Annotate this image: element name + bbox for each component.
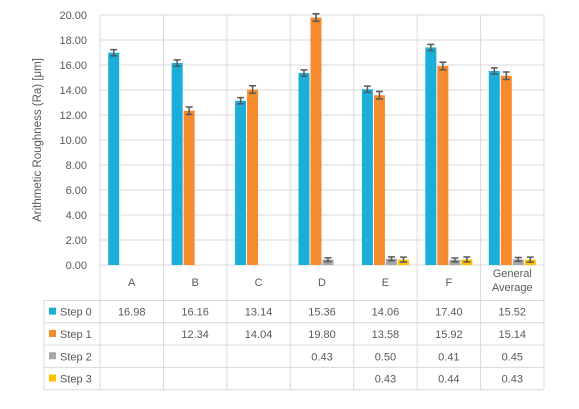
legend-swatch [49,307,56,315]
bar-step-1 [437,66,449,265]
error-bar [173,59,181,67]
y-tick-label: 10.00 [59,135,87,147]
error-bar [387,256,395,262]
y-axis-ticks: 0.00 2.00 4.00 6.00 8.00 10.00 12.00 14.00 16.00… [59,10,87,272]
bar-step-0 [361,89,373,265]
data-table-cell: 13.14 [245,307,273,319]
bar-step-0 [235,100,247,265]
data-table-cell: 12.34 [181,329,209,341]
error-bar [514,256,522,262]
x-tick-label: Average [492,282,533,294]
y-tick-label: 0.00 [66,260,87,272]
bar-step-0 [488,71,500,265]
error-bar [324,257,332,263]
x-tick-label: E [382,277,389,289]
data-table-cell: 16.16 [181,307,209,319]
y-tick-label: 16.00 [59,60,87,72]
data-table-cell: 17.40 [435,307,463,319]
x-tick-label: C [255,277,263,289]
data-table-cell: 0.43 [502,374,523,386]
y-tick-label: 8.00 [66,160,87,172]
data-table-cell: 0.44 [438,374,459,386]
legend-swatch [49,374,56,382]
bar-step-2 [385,258,397,265]
data-table-cell: 14.06 [372,307,400,319]
data-table-cell: 14.04 [245,329,273,341]
data-table-cell: 15.92 [435,329,463,341]
bar-step-1 [373,95,385,265]
error-bar [502,71,510,81]
bar-step-0 [425,47,437,265]
data-table-cell: 15.36 [308,307,336,319]
y-tick-label: 20.00 [59,10,87,22]
error-bar [427,43,435,52]
y-tick-label: 4.00 [66,210,87,222]
error-bar [110,48,118,57]
y-tick-label: 6.00 [66,185,87,197]
data-table-cell: 15.14 [499,329,527,341]
error-bar [490,67,498,75]
bar-step-2 [322,259,334,265]
error-bar [463,256,471,263]
x-tick-label: B [191,277,198,289]
error-bar [375,90,383,100]
data-table-cell: 0.50 [375,351,396,363]
bars [108,13,536,265]
y-tick-label: 12.00 [59,110,87,122]
x-tick-label: A [128,277,136,289]
error-bar [312,13,320,22]
legend-swatch [49,329,56,337]
legend-label: Step 2 [60,351,92,363]
data-table-cell: 15.52 [499,307,527,319]
data-table-cell: 0.45 [502,351,523,363]
error-bar [300,69,308,77]
bar-step-1 [183,110,195,265]
y-axis-title: Arithmetic Roughness (Ra) [μm] [32,58,44,222]
x-tick-label: D [318,277,326,289]
data-table-cell: 16.98 [118,307,146,319]
data-table-cell: 0.43 [311,351,332,363]
bar-step-2 [512,259,524,265]
error-bar [439,61,447,71]
legend-label: Step 1 [60,329,92,341]
error-bar [526,256,534,263]
data-table: A B C D E F General Average Step 0 16.98 16.16 13.1… [49,268,533,386]
legend-label: Step 0 [60,307,92,319]
error-bar [399,256,407,263]
bar-step-1 [247,89,259,265]
y-tick-label: 14.00 [59,85,87,97]
error-bar [451,257,459,263]
y-tick-label: 2.00 [66,235,87,247]
bar-step-1 [310,17,322,265]
bar-step-1 [500,75,512,265]
y-tick-label: 18.00 [59,35,87,47]
x-tick-label: General [493,268,532,280]
error-bar [363,85,371,94]
data-table-cell: 13.58 [372,329,400,341]
error-bar [185,106,193,116]
bar-step-0 [108,52,120,265]
x-tick-label: F [445,277,452,289]
legend-swatch [49,352,56,360]
error-bar [237,96,245,105]
error-bar [249,85,257,94]
legend-label: Step 3 [60,374,92,386]
bar-step-0 [171,63,183,265]
bar-step-0 [298,73,310,265]
data-table-cell: 0.41 [438,351,459,363]
data-table-cell: 19.80 [308,329,336,341]
data-table-cell: 0.43 [375,374,396,386]
